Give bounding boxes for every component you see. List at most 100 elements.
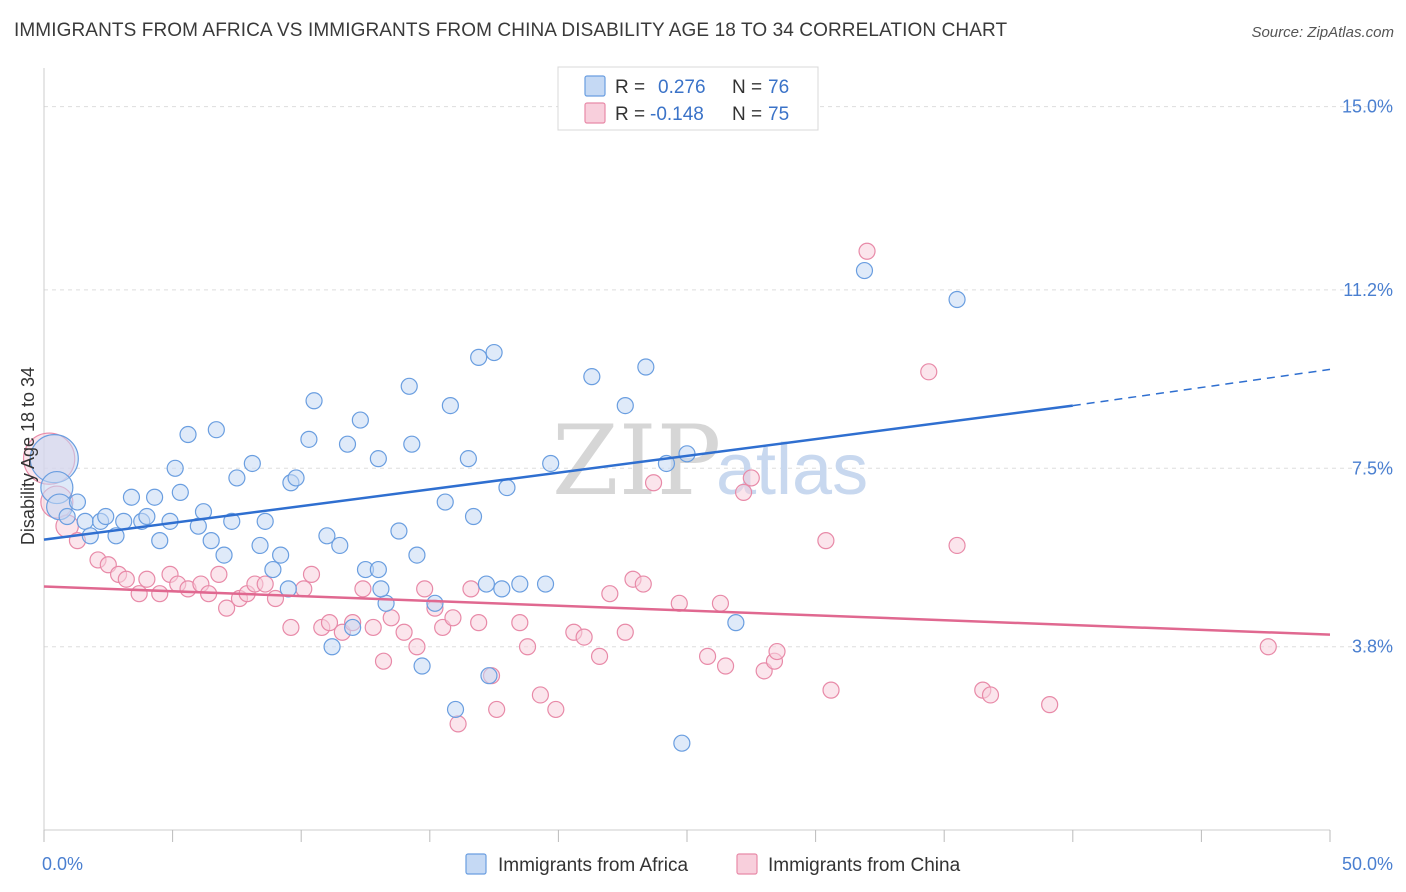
trend-lines (43, 368, 1331, 636)
africa-point (498, 478, 516, 497)
bottom-legend-china-swatch (736, 853, 758, 875)
africa-point (243, 454, 261, 473)
china-point (354, 580, 372, 598)
correlation-legend: R = 0.276 N = 76 R = -0.148 N = 75 (557, 66, 819, 131)
africa-point (166, 459, 184, 477)
africa-point (413, 657, 431, 675)
legend-africa-swatch (584, 75, 606, 97)
africa-point (441, 396, 459, 415)
x-tick-label: 50.0% (1342, 854, 1393, 874)
legend-africa-n-value: 76 (768, 77, 789, 98)
china-point (320, 614, 339, 632)
africa-point (58, 507, 76, 526)
africa-point (377, 594, 395, 612)
china-point (601, 585, 619, 603)
africa-point (81, 527, 99, 545)
china-point (822, 681, 840, 699)
china-point (616, 623, 634, 641)
africa-point (97, 507, 115, 526)
africa-point (145, 488, 164, 506)
china-point (734, 483, 753, 502)
africa-point (151, 532, 169, 550)
africa-point (338, 435, 357, 453)
africa-point (400, 377, 418, 395)
africa-point (251, 536, 269, 555)
africa-point (369, 560, 387, 579)
africa-point (480, 667, 498, 685)
series-legend: Immigrants from Africa Immigrants from C… (465, 853, 961, 876)
africa-point (426, 594, 444, 612)
y-tick-label: 3.8% (1352, 637, 1393, 657)
china-point (920, 363, 938, 381)
africa-point (256, 512, 274, 530)
africa-point (436, 493, 454, 511)
china-point (742, 469, 760, 487)
china-point (210, 565, 228, 583)
chart-title: IMMIGRANTS FROM AFRICA VS IMMIGRANTS FRO… (14, 20, 1008, 41)
china-point (462, 580, 480, 598)
africa-point (536, 575, 555, 593)
bottom-legend-china-label: Immigrants from China (768, 855, 961, 876)
africa-point (223, 512, 241, 530)
china-point (711, 594, 730, 612)
africa-point (207, 421, 225, 439)
africa-point (542, 454, 560, 473)
africa-point (446, 700, 465, 719)
africa-point (485, 343, 503, 362)
africa-point (511, 575, 529, 593)
china-point (817, 532, 835, 550)
africa-point (179, 425, 197, 444)
africa-point (272, 546, 290, 564)
china-trend-line (43, 585, 1331, 636)
china-point (382, 609, 400, 627)
china-point (449, 715, 467, 733)
china-point (981, 686, 1000, 704)
africa-point (616, 396, 634, 415)
china-point (488, 700, 506, 719)
china-point (302, 565, 321, 583)
africa-point (215, 546, 233, 564)
africa-point (228, 469, 246, 487)
africa-point (115, 512, 133, 530)
china-point (408, 638, 426, 656)
africa-point (493, 580, 511, 598)
china-point (518, 638, 537, 656)
china-point (634, 575, 652, 593)
africa-point (390, 522, 408, 540)
africa-trend-extension (1072, 368, 1331, 407)
x-tick-labels: 0.0% 50.0% (42, 854, 1393, 874)
africa-point (477, 575, 495, 593)
legend-china-n-label: N = (732, 104, 762, 125)
africa-point (138, 507, 156, 526)
africa-point (948, 290, 966, 309)
africa-point (369, 450, 387, 468)
source-credit: Source: ZipAtlas.com (1251, 24, 1394, 41)
africa-point (678, 445, 696, 463)
legend-china-n-value: 75 (768, 104, 789, 125)
africa-point (727, 614, 745, 632)
china-point (138, 570, 156, 588)
y-tick-label: 11.2% (1343, 280, 1393, 300)
africa-point (372, 580, 390, 598)
africa-point (459, 450, 477, 468)
africa-point (344, 618, 362, 637)
africa-point (300, 430, 318, 448)
y-tick-labels: 3.8% 7.5% 11.2% 15.0% (1342, 97, 1393, 657)
africa-point (68, 493, 87, 511)
china-point (295, 580, 313, 598)
china-point (698, 647, 717, 665)
series-africa-points (29, 97, 966, 752)
china-point (395, 623, 413, 641)
china-point (547, 700, 565, 719)
africa-point (583, 368, 601, 386)
africa-point (305, 392, 323, 410)
china-point (644, 474, 663, 492)
africa-point (202, 532, 220, 550)
china-point (511, 614, 529, 632)
africa-point (855, 261, 874, 280)
legend-africa-r-label: R = (615, 77, 645, 98)
africa-trend-line (43, 404, 1073, 541)
africa-point (673, 734, 691, 752)
y-tick-label: 7.5% (1352, 458, 1393, 478)
